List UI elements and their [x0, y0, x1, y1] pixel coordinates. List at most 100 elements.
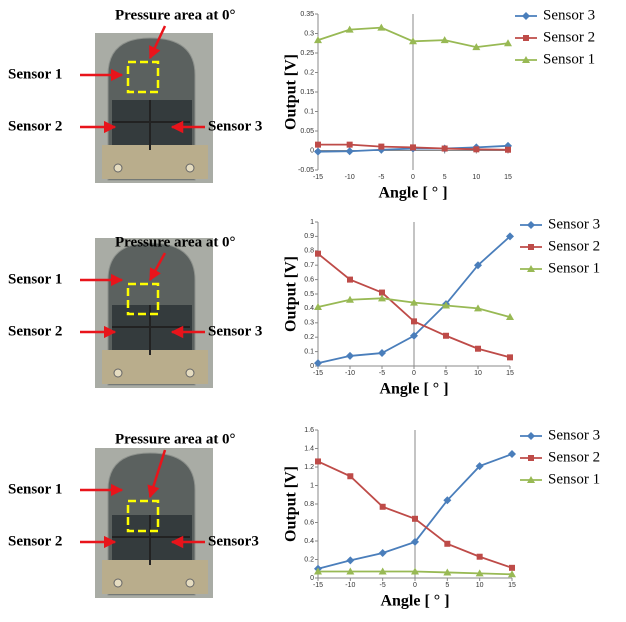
point — [507, 354, 513, 361]
sensor-label: Sensor 2 — [8, 323, 62, 339]
point — [378, 567, 387, 575]
sensor-label: Sensor 2 — [8, 533, 62, 549]
legend-marker — [527, 476, 535, 483]
point — [475, 462, 484, 471]
point — [346, 351, 354, 360]
x-tick-label: 10 — [474, 370, 482, 377]
sensor-label: Sensor 1 — [8, 481, 62, 497]
pressure-area — [126, 499, 160, 533]
pressure-label: Pressure area at 0° — [115, 431, 236, 447]
y-tick-label: 1.6 — [304, 427, 314, 434]
point — [441, 145, 448, 152]
pin — [113, 578, 123, 588]
y-tick-label: 0.8 — [304, 501, 314, 508]
y-tick-label: 0.8 — [304, 248, 314, 255]
legend-label: Sensor 2 — [543, 29, 595, 45]
point — [314, 147, 322, 156]
y-tick-label: 1 — [310, 219, 314, 226]
x-tick-label: -15 — [313, 582, 323, 589]
x-tick-label: -10 — [345, 174, 355, 181]
y-tick-label: 0.3 — [304, 30, 314, 37]
y-tick-label: 0.1 — [304, 108, 314, 115]
point — [378, 349, 386, 358]
x-tick-label: -5 — [380, 582, 386, 589]
point — [314, 359, 322, 368]
sensor-label: Sensor 1 — [8, 66, 62, 82]
point — [347, 473, 354, 480]
sensor-base — [102, 350, 208, 384]
y-tick-label: 0.3 — [304, 320, 314, 327]
legend-marker — [522, 56, 530, 63]
x-axis-label: Angle [ ° ] — [379, 381, 448, 398]
point — [412, 515, 418, 522]
sensor-label: Sensor 2 — [8, 118, 62, 134]
point — [443, 332, 449, 339]
x-tick-label: -15 — [313, 174, 323, 181]
y-tick-label: 0.4 — [304, 538, 314, 545]
y-tick-label: -0.05 — [298, 167, 314, 174]
point — [409, 37, 417, 45]
point — [346, 295, 354, 303]
x-tick-label: -5 — [378, 174, 384, 181]
point — [476, 553, 483, 560]
x-tick-label: 10 — [476, 582, 484, 589]
pressure-area — [126, 60, 160, 94]
point — [314, 36, 322, 44]
x-tick-label: -10 — [345, 370, 355, 377]
pin — [185, 578, 195, 588]
y-tick-label: 0 — [310, 363, 314, 370]
point — [475, 345, 481, 352]
point — [314, 302, 322, 310]
point — [508, 570, 516, 578]
point — [442, 301, 450, 309]
point — [444, 540, 451, 547]
pressure-area — [126, 282, 160, 316]
arrow — [148, 25, 167, 60]
y-tick-label: 0.7 — [304, 262, 314, 269]
y-tick-label: 0 — [310, 147, 314, 154]
point — [474, 261, 482, 270]
legend-marker — [527, 221, 535, 229]
point — [315, 458, 321, 465]
x-tick-label: 5 — [445, 582, 449, 589]
point — [509, 564, 515, 571]
sensor-label: Sensor 1 — [8, 271, 62, 287]
y-tick-label: 1 — [310, 482, 314, 489]
x-tick-label: 5 — [443, 174, 447, 181]
point — [440, 36, 449, 44]
y-tick-label: 0.35 — [300, 11, 314, 18]
pressure-label: Pressure area at 0° — [115, 7, 236, 23]
point — [504, 39, 512, 47]
y-tick-label: 0.2 — [304, 334, 314, 341]
x-tick-label: -10 — [345, 582, 355, 589]
point — [411, 537, 419, 546]
legend-label: Sensor 1 — [548, 471, 600, 487]
legend-label: Sensor 2 — [548, 238, 600, 254]
y-tick-label: 0.6 — [304, 276, 314, 283]
y-tick-label: 0.9 — [304, 233, 314, 240]
point — [346, 141, 353, 148]
y-axis-label: Output [V] — [283, 466, 300, 542]
x-tick-label: 0 — [412, 370, 416, 377]
point — [506, 232, 514, 241]
point — [505, 146, 511, 153]
legend-label: Sensor 3 — [548, 216, 600, 232]
legend-marker — [522, 12, 530, 20]
point — [411, 318, 417, 325]
point — [346, 556, 355, 565]
point — [410, 298, 418, 306]
point — [346, 567, 355, 575]
arrow — [147, 449, 167, 499]
point — [475, 569, 484, 577]
point — [378, 143, 385, 150]
x-tick-label: -5 — [379, 370, 385, 377]
y-tick-label: 0.1 — [304, 348, 314, 355]
arrow — [148, 252, 167, 282]
y-tick-label: 0.2 — [304, 556, 314, 563]
point — [506, 313, 514, 321]
y-tick-label: 0.6 — [304, 519, 314, 526]
point — [443, 568, 452, 576]
sensor-label: Sensor3 — [208, 533, 259, 549]
sensor-base — [102, 560, 208, 594]
legend-label: Sensor 3 — [548, 427, 600, 443]
